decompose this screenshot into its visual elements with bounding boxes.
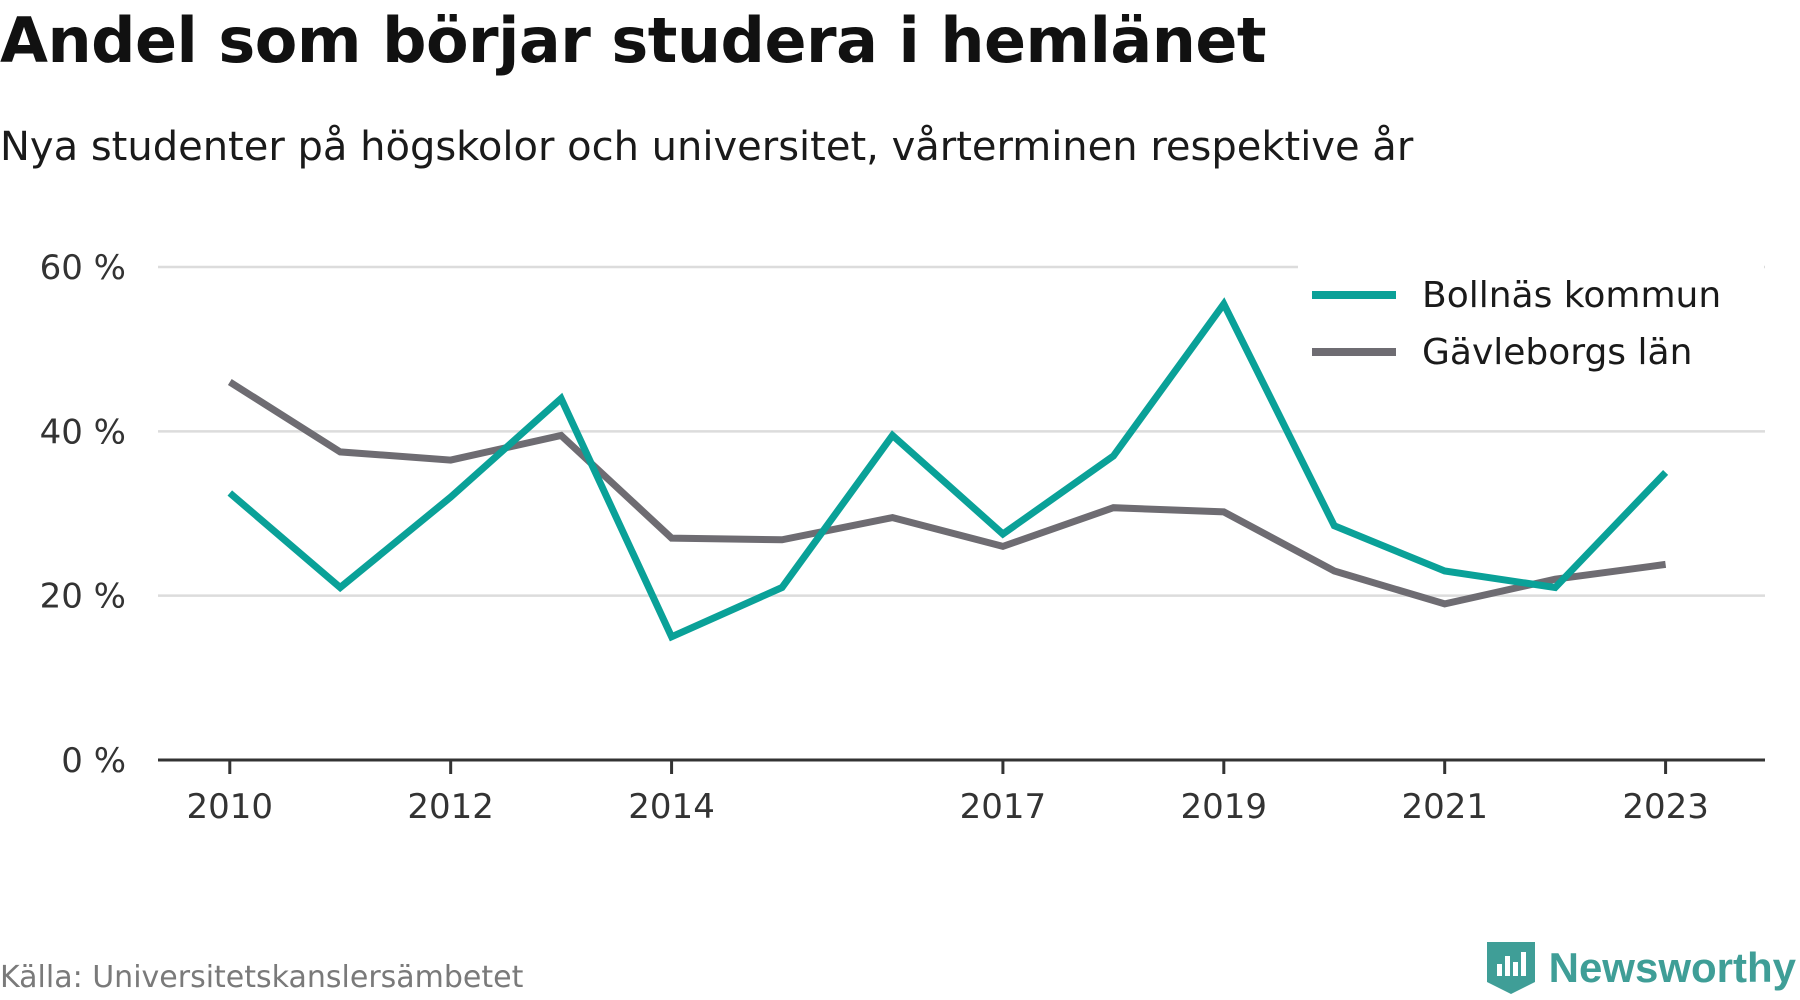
- source-note: Källa: Universitetskanslersämbetet: [0, 960, 524, 995]
- brand-name: Newsworthy: [1548, 944, 1796, 991]
- y-tick-label: 20 %: [40, 577, 126, 617]
- series-line-2: [227, 379, 1667, 608]
- y-tick-label: 60 %: [40, 248, 126, 288]
- x-tick-label: 2017: [960, 787, 1047, 827]
- series-lines: [227, 297, 1669, 642]
- x-tick-label: 2014: [628, 787, 715, 827]
- x-tick-label: 2012: [407, 787, 494, 827]
- legend: Bollnäs kommun Gävleborgs län: [1312, 275, 1721, 373]
- chart-subtitle: Nya studenter på högskolor och universit…: [0, 124, 1414, 170]
- y-axis-ticks: 0 % 20 % 40 % 60 %: [40, 248, 126, 781]
- x-tick-label: 2023: [1622, 787, 1709, 827]
- series-line-1: [227, 297, 1669, 642]
- x-tick-label: 2021: [1401, 787, 1488, 827]
- x-tick-label: 2010: [187, 787, 274, 827]
- gridlines: [158, 262, 1765, 597]
- chart-title: Andel som börjar studera i hemlänet: [0, 4, 1267, 77]
- newsworthy-logo-icon: [1486, 942, 1535, 994]
- legend-background: [1298, 262, 1764, 384]
- y-tick-label: 40 %: [40, 412, 126, 452]
- legend-label-2: Gävleborgs län: [1422, 332, 1692, 373]
- y-tick-label: 0 %: [61, 741, 126, 781]
- legend-label-1: Bollnäs kommun: [1422, 275, 1721, 316]
- brand-logo: Newsworthy: [1485, 940, 1796, 996]
- x-tick-label: 2019: [1181, 787, 1268, 827]
- x-axis: 2010 2012 2014 2017 2019 2021 2023: [158, 758, 1765, 827]
